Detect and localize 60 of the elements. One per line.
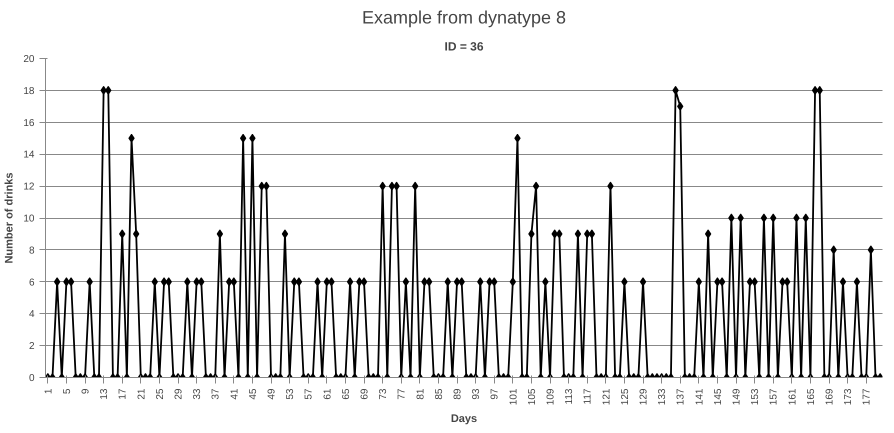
x-tick-label: 173	[843, 388, 854, 406]
x-tick-label: 121	[601, 388, 612, 406]
x-tick-label: 105	[526, 388, 538, 406]
x-tick-label: 161	[787, 388, 798, 406]
x-tick-label: 1	[43, 388, 54, 394]
y-tick-label: 4	[28, 309, 35, 320]
chart-subtitle: ID = 36	[444, 40, 484, 54]
x-tick-label: 97	[490, 388, 501, 400]
x-tick-label: 93	[471, 388, 482, 400]
x-tick-label: 13	[99, 388, 110, 400]
x-tick-label: 141	[694, 388, 706, 406]
y-tick-label: 2	[28, 341, 35, 352]
x-tick-label: 129	[638, 388, 650, 406]
y-tick-label: 20	[23, 54, 35, 65]
x-tick-label: 101	[508, 388, 520, 406]
y-tick-label: 18	[23, 86, 35, 97]
x-tick-label: 169	[824, 388, 836, 406]
x-tick-label: 177	[862, 388, 873, 406]
x-tick-label: 49	[266, 388, 278, 400]
x-tick-label: 85	[434, 388, 445, 400]
x-tick-label: 125	[620, 388, 631, 406]
x-tick-label: 89	[452, 388, 464, 400]
x-tick-label: 145	[712, 388, 724, 406]
y-tick-label: 12	[23, 182, 35, 193]
x-tick-label: 25	[154, 388, 166, 400]
x-tick-label: 153	[750, 388, 762, 406]
y-axis-title: Number of drinks	[3, 172, 16, 264]
x-tick-label: 61	[322, 388, 334, 400]
x-tick-label: 21	[136, 388, 148, 400]
x-tick-label: 137	[676, 388, 687, 406]
chart-title: Example from dynatype 8	[362, 8, 566, 28]
x-tick-label: 57	[304, 388, 315, 400]
x-tick-label: 149	[732, 388, 743, 406]
x-tick-label: 65	[340, 388, 352, 400]
x-tick-label: 53	[285, 388, 296, 400]
x-tick-label: 29	[174, 388, 185, 400]
x-tick-label: 33	[192, 388, 204, 400]
y-tick-label: 16	[23, 118, 35, 129]
x-tick-label: 157	[768, 388, 780, 406]
x-tick-label: 77	[396, 388, 408, 400]
x-tick-label: 113	[564, 388, 576, 404]
y-tick-label: 8	[28, 245, 35, 256]
x-tick-label: 165	[806, 388, 817, 406]
x-tick-label: 9	[80, 388, 92, 394]
x-tick-label: 117	[582, 388, 594, 404]
y-tick-label: 6	[28, 277, 35, 288]
x-tick-label: 45	[248, 388, 259, 400]
x-tick-label: 73	[378, 388, 390, 400]
y-tick-label: 10	[23, 214, 35, 224]
x-tick-label: 81	[415, 388, 426, 400]
x-tick-label: 5	[62, 388, 73, 394]
y-tick-label: 14	[23, 150, 35, 161]
x-tick-label: 17	[118, 388, 129, 400]
x-tick-label: 41	[229, 388, 240, 400]
x-tick-label: 69	[360, 388, 371, 400]
x-tick-label: 109	[546, 388, 557, 406]
x-tick-label: 37	[210, 388, 222, 400]
x-axis-title: Days	[450, 413, 478, 426]
y-tick-label: 0	[28, 373, 35, 384]
x-tick-label: 133	[657, 388, 668, 406]
